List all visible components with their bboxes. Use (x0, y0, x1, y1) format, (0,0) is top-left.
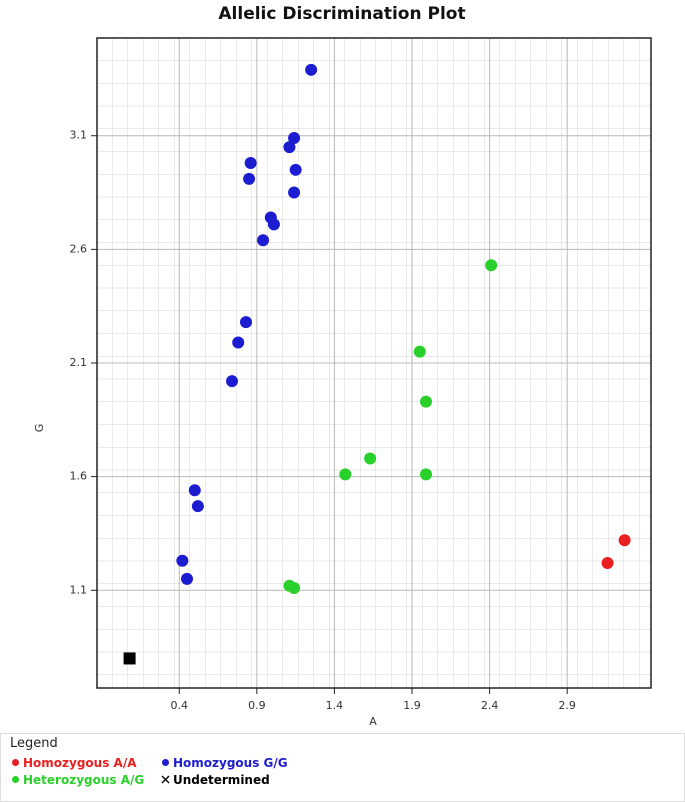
legend-label: Heterozygous A/G (23, 772, 145, 787)
legend-dot (12, 759, 19, 766)
point (243, 172, 256, 185)
legend-item: Homozygous A/A (11, 754, 161, 771)
point (419, 468, 432, 481)
point (339, 468, 352, 481)
legend-label: Undetermined (173, 772, 270, 787)
legend-marker (162, 759, 169, 766)
legend-items: Homozygous A/A Homozygous G/G Heterozygous… (11, 754, 311, 788)
legend-item: Heterozygous A/G (11, 771, 161, 788)
y-axis-label: G (33, 424, 46, 433)
y-tick-label: 2.6 (70, 242, 88, 255)
x-tick-label: 2.9 (558, 699, 576, 712)
y-tick-label: 2.1 (70, 356, 88, 369)
legend-marker (12, 759, 19, 766)
point (283, 141, 296, 154)
point (191, 500, 204, 513)
point (257, 234, 270, 247)
point (123, 652, 136, 665)
point (267, 218, 280, 231)
x-tick-label: 2.4 (481, 699, 499, 712)
legend-dot (12, 776, 19, 783)
legend-dot (162, 759, 169, 766)
point (244, 157, 257, 169)
y-tick-label: 1.6 (70, 470, 88, 483)
y-tick-label: 3.1 (70, 129, 88, 142)
plot-frame (96, 37, 652, 689)
point (181, 572, 194, 585)
legend-item: Homozygous G/G (161, 754, 311, 771)
legend-x (161, 775, 170, 784)
point (288, 582, 301, 594)
x-tick-label: 0.4 (170, 699, 188, 712)
point (239, 316, 252, 329)
legend-label: Homozygous G/G (173, 755, 288, 770)
point (288, 186, 301, 199)
legend: Legend Homozygous A/A Homozygous G/G Heter… (0, 733, 685, 802)
point (226, 375, 239, 388)
x-axis-label: A (369, 715, 377, 728)
point (618, 534, 631, 547)
legend-marker (12, 776, 19, 783)
x-tick-label: 1.9 (403, 699, 421, 712)
chart-title: Allelic Discrimination Plot (218, 4, 465, 24)
point (601, 557, 614, 569)
point (176, 554, 189, 567)
x-tick-label: 0.9 (248, 699, 266, 712)
point (188, 484, 201, 497)
legend-label: Homozygous A/A (23, 755, 137, 770)
point (413, 345, 426, 358)
point (485, 259, 498, 272)
point (364, 452, 377, 465)
legend-item: Undetermined (161, 771, 311, 788)
point (232, 336, 245, 349)
legend-marker (161, 775, 170, 784)
point (305, 63, 318, 76)
legend-title: Legend (10, 736, 58, 751)
chart: Allelic Discrimination Plot 0.4 0.9 1.4 1.9… (33, 4, 652, 728)
point (288, 132, 301, 144)
x-tick-label: 1.4 (326, 699, 344, 712)
y-tick-label: 1.1 (70, 583, 88, 596)
point (289, 163, 302, 176)
point (419, 395, 432, 408)
